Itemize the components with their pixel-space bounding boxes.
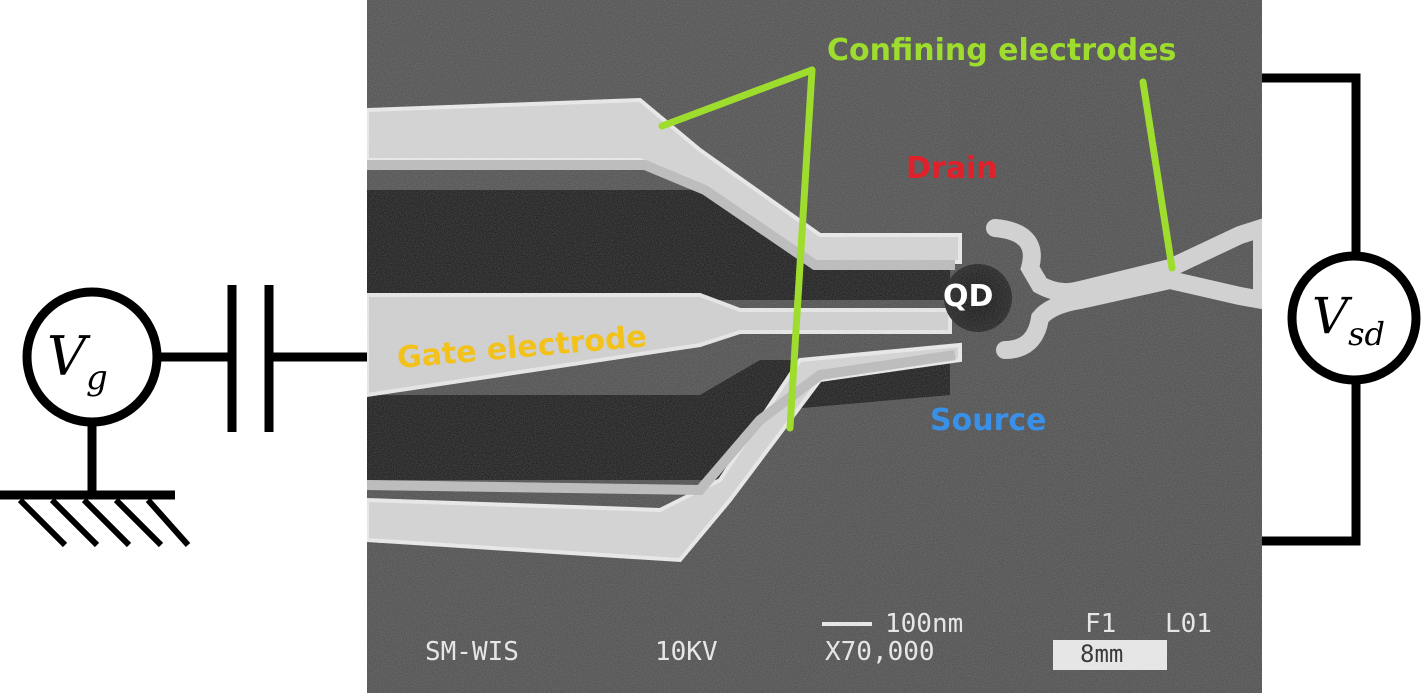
instrument-label: SM-WIS bbox=[425, 637, 519, 667]
sd-circuit bbox=[1262, 73, 1421, 546]
sd-voltage-subscript: sd bbox=[1348, 315, 1385, 353]
scalebar-frame: F1 bbox=[1085, 609, 1116, 639]
label-drain: Drain bbox=[906, 151, 998, 186]
gate-voltage-symbol: Vg bbox=[47, 325, 108, 398]
pointer-to-lower-electrode bbox=[786, 66, 816, 432]
confining-pointers bbox=[658, 66, 1176, 432]
scalebar-length: 100nm bbox=[885, 609, 963, 639]
wire-drain-to-source-top bbox=[1262, 73, 1361, 262]
ground-hatch-1 bbox=[17, 497, 68, 548]
wire-source-to-drain-bottom bbox=[1262, 374, 1361, 546]
pointer-to-right-electrode bbox=[1139, 78, 1176, 272]
working-distance-box bbox=[1053, 640, 1167, 670]
working-distance-label: 8mm bbox=[1080, 640, 1123, 668]
voltage-label: 10KV bbox=[655, 637, 718, 667]
pointer-to-upper-electrode bbox=[658, 66, 816, 130]
noise-overlay bbox=[367, 0, 1262, 693]
label-source: Source bbox=[930, 403, 1047, 438]
ground-hatch-2 bbox=[49, 497, 100, 548]
label-confining-electrodes: Confining electrodes bbox=[827, 33, 1176, 68]
sd-voltage-symbol: Vsd bbox=[1312, 287, 1385, 353]
ground-hatch-3 bbox=[81, 497, 132, 548]
gate-circuit bbox=[0, 285, 367, 548]
magnification-label: X70,000 bbox=[825, 637, 935, 667]
gate-voltage-subscript: g bbox=[86, 358, 108, 398]
scalebar-line-id: L01 bbox=[1165, 609, 1212, 639]
sd-voltage-source bbox=[1287, 251, 1421, 385]
ground-hatch-5 bbox=[145, 498, 191, 547]
label-qd: QD bbox=[943, 279, 993, 314]
ground-hatch-4 bbox=[113, 497, 164, 548]
